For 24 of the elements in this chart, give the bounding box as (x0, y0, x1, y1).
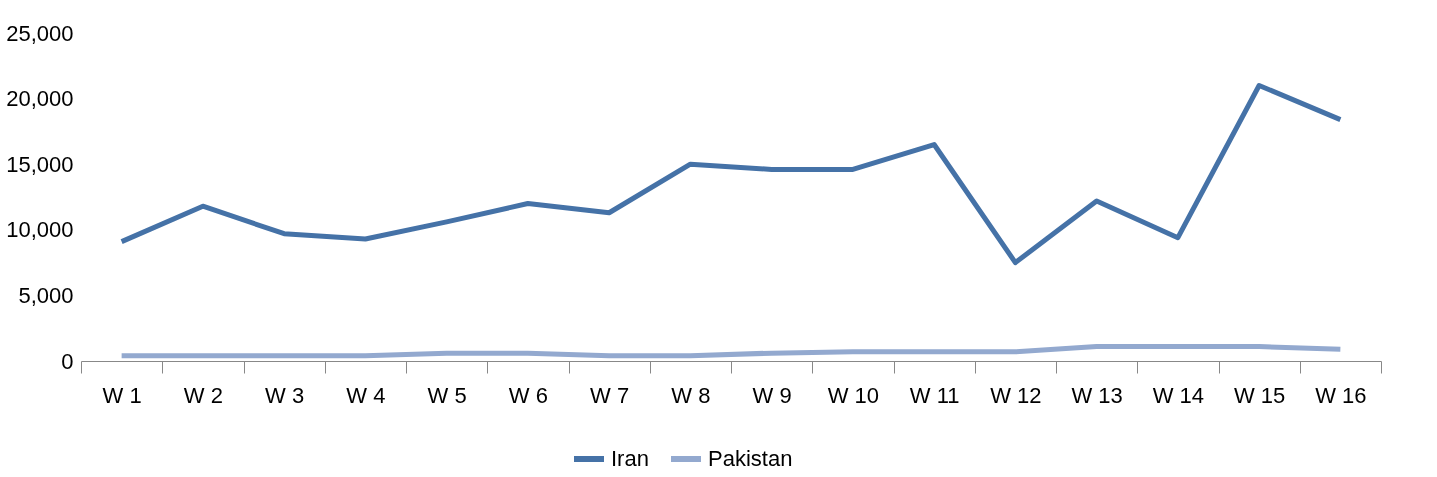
x-tick-label: W 5 (427, 382, 467, 408)
legend-label: Pakistan (708, 446, 793, 471)
x-tick-label: W 10 (827, 382, 880, 408)
y-tick-label: 20,000 (6, 86, 74, 112)
x-tick-label: W 2 (183, 382, 223, 408)
x-tick-label: W 16 (1315, 382, 1367, 408)
x-tick-label: W 9 (752, 382, 792, 408)
x-tick-label: W 14 (1152, 382, 1205, 408)
x-tick-label: W 11 (909, 382, 960, 408)
legend-label: Iran (611, 446, 649, 471)
x-tick-label: W 13 (1071, 382, 1123, 408)
x-tick-label: W 4 (346, 382, 386, 408)
x-tick-label: W 6 (508, 382, 548, 408)
x-tick-label: W 15 (1233, 382, 1286, 408)
x-tick-label: W 1 (102, 382, 142, 408)
y-tick-label: 10,000 (6, 217, 74, 243)
y-tick-label: 0 (61, 348, 74, 374)
y-tick-label: 5,000 (18, 282, 74, 308)
x-tick-label: W 8 (671, 382, 711, 408)
x-tick-label: W 12 (990, 382, 1042, 408)
x-tick-label: W 7 (590, 382, 630, 408)
y-tick-label: 25,000 (6, 20, 74, 46)
y-tick-label: 15,000 (6, 151, 74, 177)
x-tick-label: W 3 (265, 382, 305, 408)
